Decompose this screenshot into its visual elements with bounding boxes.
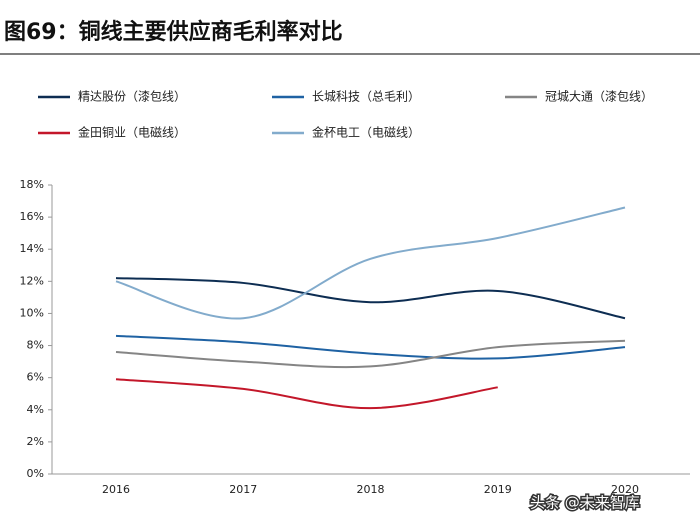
series-line [115,378,498,410]
y-tick-label: 12% [20,274,44,287]
chart-title: 图69：铜线主要供应商毛利率对比 [4,19,343,45]
x-tick-label: 2019 [484,483,512,496]
y-tick-label: 0% [27,467,44,480]
watermark: 头条 @未来智库 [530,494,640,512]
y-tick-label: 16% [20,210,44,223]
legend-label: 长城科技（总毛利） [312,90,420,104]
legend-label: 金田铜业（电磁线） [78,125,186,140]
x-tick-label: 2018 [357,483,385,496]
x-tick-label: 2020 [611,483,639,496]
legend-label: 精达股份（漆包线） [78,90,186,104]
legend-label: 冠城大通（漆包线） [545,90,653,104]
series-line [115,334,626,360]
y-tick-label: 14% [20,242,44,255]
legend-label: 金杯电工（电磁线） [312,125,420,140]
series-line [115,206,626,320]
y-tick-label: 8% [27,339,44,352]
y-tick-label: 6% [27,371,44,384]
y-tick-label: 4% [27,403,44,416]
series-line [115,277,626,320]
x-tick-label: 2016 [102,483,130,496]
y-tick-label: 2% [27,435,44,448]
y-tick-label: 10% [20,306,44,319]
y-tick-label: 18% [20,178,44,191]
x-tick-label: 2017 [229,483,257,496]
series-line [115,339,626,369]
